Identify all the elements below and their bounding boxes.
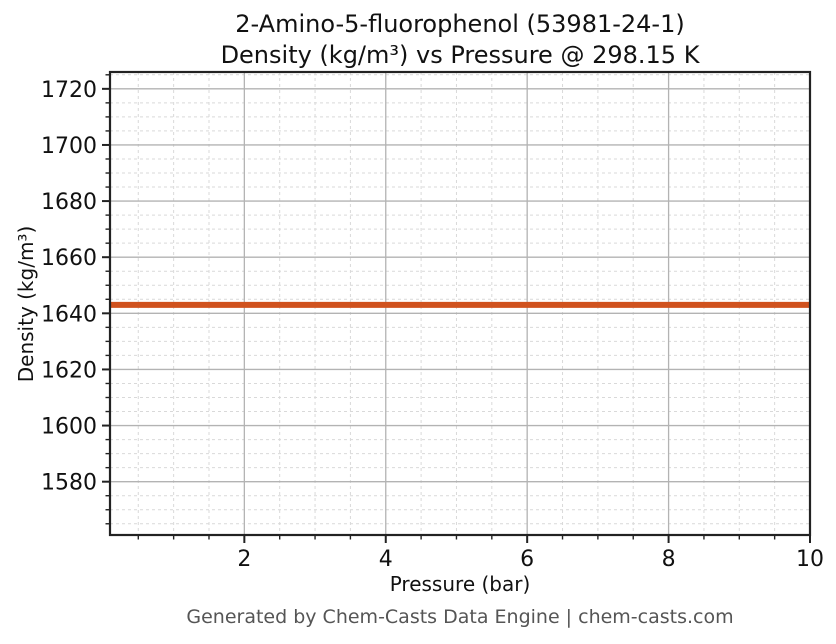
- y-tick-label: 1720: [41, 78, 97, 103]
- y-tick-label: 1620: [41, 358, 97, 383]
- footer-text: Generated by Chem-Casts Data Engine | ch…: [186, 606, 734, 628]
- y-tick-label: 1680: [41, 190, 97, 215]
- x-tick-label: 6: [520, 547, 534, 572]
- y-axis-label: Density (kg/m³): [14, 225, 38, 383]
- x-tick-label: 8: [662, 547, 676, 572]
- y-tick-label: 1580: [41, 471, 97, 496]
- tick-labels: 2 4 6 8 10 1580 1600 1620 1640 1660 1680 1700 1720: [41, 78, 824, 572]
- chart-title-line2: Density (kg/m³) vs Pressure @ 298.15 K: [220, 40, 700, 69]
- x-tick-label: 10: [796, 547, 824, 572]
- chart-title-line1: 2-Amino-5-fluorophenol (53981-24-1): [235, 10, 685, 38]
- y-tick-label: 1700: [41, 134, 97, 159]
- y-tick-label: 1600: [41, 415, 97, 440]
- y-tick-label: 1640: [41, 302, 97, 327]
- minor-gridlines: [110, 72, 810, 535]
- x-axis-label: Pressure (bar): [389, 572, 531, 596]
- x-tick-label: 2: [237, 547, 251, 572]
- y-tick-label: 1660: [41, 246, 97, 271]
- chart-title: 2-Amino-5-fluorophenol (53981-24-1) Dens…: [110, 9, 810, 70]
- plot-spines: [108, 70, 812, 537]
- x-tick-label: 4: [379, 547, 393, 572]
